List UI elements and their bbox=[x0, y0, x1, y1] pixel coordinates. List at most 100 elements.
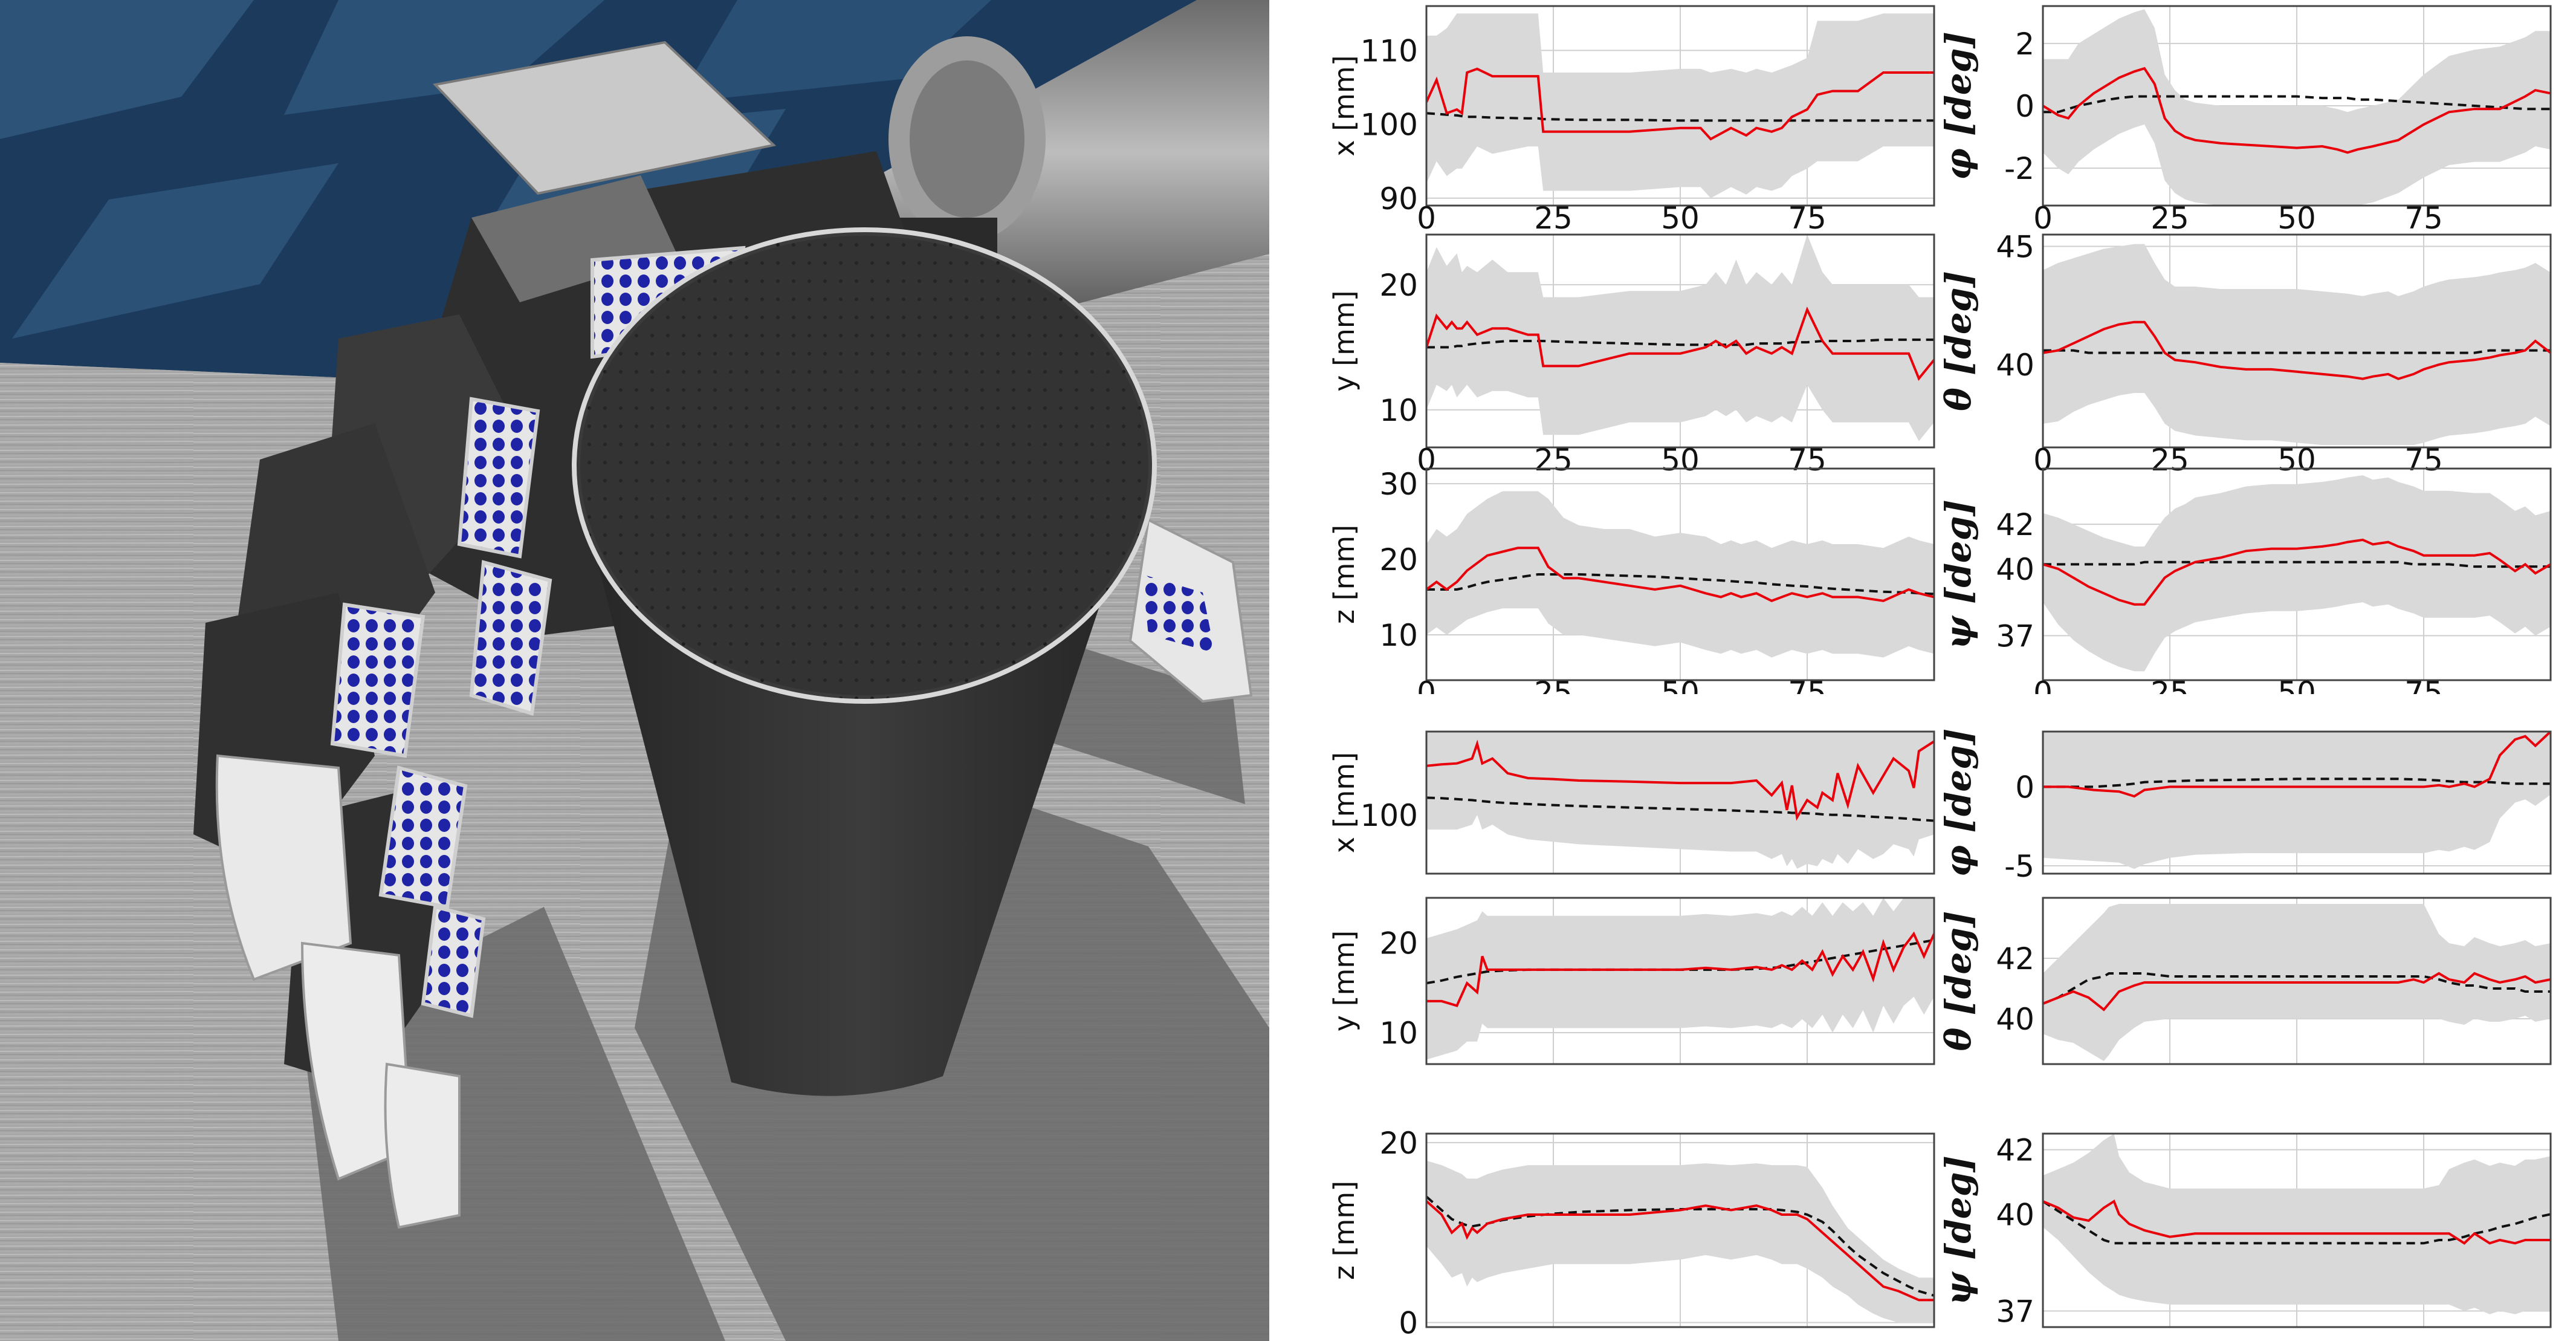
uncertainty-band bbox=[2043, 475, 2551, 672]
y-tick-label: 42 bbox=[1996, 1133, 2034, 1168]
y-axis-label: y [mm] bbox=[1328, 930, 1361, 1031]
uncertainty-band bbox=[1426, 898, 1934, 1060]
y-tick-label: 100 bbox=[1361, 798, 1418, 833]
uncertainty-band bbox=[1426, 13, 1934, 198]
y-tick-label: 40 bbox=[1996, 348, 2034, 383]
cup bbox=[572, 227, 1157, 1096]
y-tick-label: 30 bbox=[1379, 467, 1418, 502]
y-axis-label: z [mm] bbox=[1328, 525, 1361, 624]
y-axis-label: x [mm] bbox=[1328, 55, 1361, 156]
y-tick-label: 0 bbox=[1399, 1306, 1418, 1341]
axes-frame bbox=[2042, 5, 2552, 207]
x-tick-label: 50 bbox=[2277, 201, 2316, 236]
y-tick-label: 45 bbox=[1996, 230, 2034, 265]
y-tick-label: 90 bbox=[1379, 181, 1418, 216]
measured-line bbox=[2043, 320, 2551, 380]
robot-hand-grasping-cup-render bbox=[0, 0, 1269, 1341]
y-tick-label: 2 bbox=[2015, 27, 2034, 62]
y-tick-label: 20 bbox=[1379, 542, 1418, 577]
y-tick-label: 42 bbox=[1996, 507, 2034, 542]
reference-line bbox=[2043, 778, 2551, 788]
measured-line bbox=[1426, 547, 1934, 602]
x-tick-label: 75 bbox=[1788, 201, 1827, 236]
y-tick-label: 40 bbox=[1996, 552, 2034, 587]
x-tick-label: 0 bbox=[2033, 201, 2053, 236]
x-tick-label: 25 bbox=[2150, 201, 2189, 236]
y-axis-label: x [mm] bbox=[1328, 752, 1361, 853]
y-tick-label: 37 bbox=[1996, 619, 2034, 654]
y-tick-label: 0 bbox=[2015, 89, 2034, 124]
measured-line bbox=[2043, 67, 2551, 154]
subplot-top-x: 90 100 110 0 25 50 75 x [mm] bbox=[1328, 5, 1935, 236]
uncertainty-band bbox=[2043, 9, 2551, 206]
y-tick-label: 37 bbox=[1996, 1294, 2034, 1329]
y-axis-label: φ [deg] bbox=[1938, 729, 1979, 877]
reference-line bbox=[1426, 573, 1934, 596]
subplot-bottom-y: 10 20 y [mm] bbox=[1328, 897, 1935, 1065]
y-axis-label: ψ [deg] bbox=[1938, 1155, 1979, 1305]
uncertainty-band bbox=[1426, 1160, 1934, 1323]
subplot-top-phi: -2 0 2 0 25 50 75 φ [deg] bbox=[1938, 5, 2552, 236]
y-axis-label: θ [deg] bbox=[1938, 271, 1979, 411]
y-tick-label: 10 bbox=[1379, 393, 1418, 428]
x-tick-label: 75 bbox=[2404, 201, 2443, 236]
measured-line bbox=[1426, 739, 1934, 821]
y-tick-label: 40 bbox=[1996, 1002, 2034, 1037]
measured-line bbox=[2043, 1200, 2551, 1245]
y-tick-label: -2 bbox=[2004, 151, 2034, 186]
axes-frame bbox=[1425, 1132, 1935, 1328]
axes-frame bbox=[2042, 730, 2552, 875]
measured-line bbox=[1426, 1200, 1934, 1302]
y-tick-label: 42 bbox=[1996, 941, 2034, 976]
axes-frame bbox=[2042, 1132, 2552, 1328]
axes-frame bbox=[1425, 5, 1935, 207]
measured-line bbox=[2043, 538, 2551, 606]
axes-frame bbox=[1425, 730, 1935, 875]
measured-line bbox=[1426, 67, 1934, 141]
reference-line bbox=[2043, 95, 2551, 114]
y-tick-label: 20 bbox=[1379, 268, 1418, 303]
y-tick-label: 10 bbox=[1379, 618, 1418, 653]
y-axis-label: θ [deg] bbox=[1938, 911, 1979, 1051]
axes-frame bbox=[1425, 897, 1935, 1065]
subplot-bottom-z: 0 20 z [mm] bbox=[1328, 1126, 1935, 1341]
reference-line bbox=[2043, 560, 2551, 568]
uncertainty-band bbox=[2043, 732, 2551, 869]
crop-mask bbox=[1299, 694, 2576, 721]
x-tick-label: 0 bbox=[1417, 201, 1436, 236]
subplot-bottom-psi: 37 40 42 ψ [deg] bbox=[1938, 1132, 2552, 1329]
y-tick-label: 100 bbox=[1361, 108, 1418, 143]
y-tick-label: 10 bbox=[1379, 1016, 1418, 1051]
uncertainty-band bbox=[1426, 491, 1934, 658]
axes-frame bbox=[1425, 467, 1935, 681]
y-tick-label: 20 bbox=[1379, 1126, 1418, 1161]
uncertainty-band bbox=[1426, 235, 1934, 441]
reference-line bbox=[2043, 349, 2551, 354]
y-tick-label: 110 bbox=[1361, 33, 1418, 68]
reference-line bbox=[1426, 112, 1934, 122]
measured-line bbox=[1426, 306, 1934, 381]
reference-line bbox=[1426, 338, 1934, 349]
x-tick-label: 50 bbox=[1661, 201, 1700, 236]
y-tick-label: -5 bbox=[2004, 849, 2034, 884]
y-tick-label: 20 bbox=[1379, 926, 1418, 961]
uncertainty-band bbox=[2043, 1134, 2551, 1314]
y-tick-label: 0 bbox=[2015, 770, 2034, 805]
reference-line bbox=[1426, 796, 1934, 822]
y-axis-label: ψ [deg] bbox=[1938, 499, 1979, 649]
axes-frame bbox=[2042, 233, 2552, 449]
y-axis-label: φ [deg] bbox=[1938, 31, 1979, 180]
subplot-bottom-theta: 40 42 θ [deg] bbox=[1938, 897, 2552, 1065]
reference-line bbox=[2043, 1200, 2551, 1245]
y-tick-label: 40 bbox=[1996, 1197, 2034, 1232]
y-axis-label: z [mm] bbox=[1328, 1181, 1361, 1280]
subplot-bottom-phi: -5 0 φ [deg] bbox=[1938, 729, 2552, 884]
axes-frame bbox=[2042, 897, 2552, 1065]
